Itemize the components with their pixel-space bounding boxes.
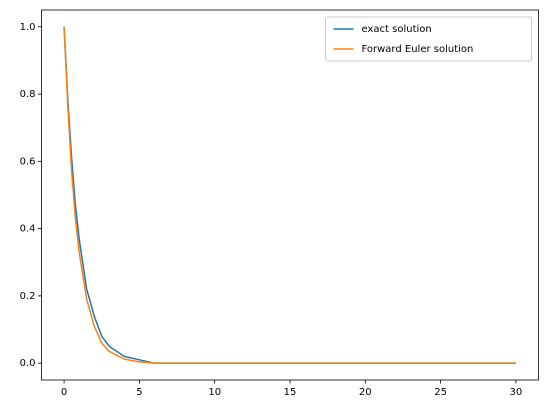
legend-box xyxy=(325,16,532,62)
y-tick-label: 0.6 xyxy=(20,156,36,167)
y-tick-label: 0.2 xyxy=(20,291,36,302)
legend-label: exact solution xyxy=(362,24,432,35)
plot-frame xyxy=(41,9,539,381)
x-tick-label: 5 xyxy=(136,387,142,398)
legend-label: Forward Euler solution xyxy=(362,44,474,55)
x-tick-label: 25 xyxy=(434,387,447,398)
y-tick-label: 1.0 xyxy=(20,22,36,33)
y-tick-label: 0.8 xyxy=(20,89,36,100)
x-tick-label: 30 xyxy=(510,387,523,398)
data-line xyxy=(63,26,516,364)
y-tick-label: 0.4 xyxy=(20,224,36,235)
x-tick-label: 15 xyxy=(284,387,297,398)
x-tick-label: 10 xyxy=(208,387,221,398)
x-tick-label: 20 xyxy=(359,387,372,398)
data-line xyxy=(63,26,516,364)
x-tick-label: 0 xyxy=(61,387,67,398)
y-tick-label: 0.0 xyxy=(20,358,36,369)
